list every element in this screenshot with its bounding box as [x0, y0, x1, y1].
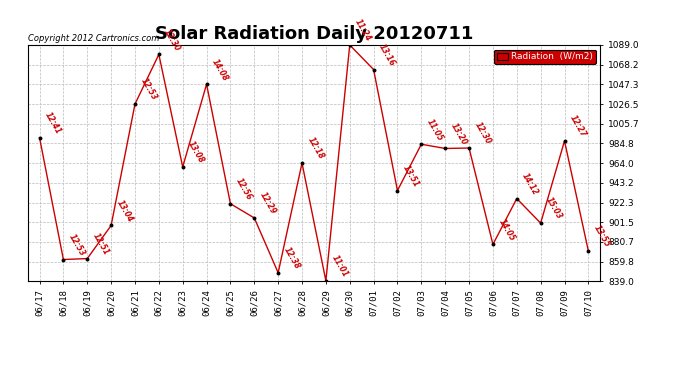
Text: Copyright 2012 Cartronics.com: Copyright 2012 Cartronics.com: [28, 34, 159, 43]
Title: Solar Radiation Daily 20120711: Solar Radiation Daily 20120711: [155, 26, 473, 44]
Text: 11:24: 11:24: [353, 18, 373, 43]
Text: 14:08: 14:08: [210, 57, 230, 82]
Text: 11:05: 11:05: [425, 117, 444, 142]
Text: 13:04: 13:04: [115, 198, 135, 223]
Text: 12:29: 12:29: [258, 191, 277, 216]
Text: 13:51: 13:51: [401, 164, 421, 189]
Point: [392, 188, 403, 194]
Text: 12:56: 12:56: [234, 177, 254, 202]
Point: [130, 101, 141, 107]
Point: [153, 51, 164, 57]
Point: [297, 160, 308, 166]
Text: 11:01: 11:01: [329, 254, 349, 279]
Text: 13:20: 13:20: [448, 121, 469, 147]
Text: 14:05: 14:05: [497, 217, 516, 243]
Text: 13:08: 13:08: [186, 140, 206, 165]
Point: [273, 270, 284, 276]
Point: [559, 138, 570, 144]
Point: [177, 164, 188, 170]
Text: 12:41: 12:41: [43, 110, 63, 136]
Legend: Radiation  (W/m2): Radiation (W/m2): [494, 50, 595, 64]
Text: 15:03: 15:03: [544, 196, 564, 221]
Point: [583, 248, 594, 254]
Point: [464, 145, 475, 151]
Text: 14:12: 14:12: [520, 171, 540, 196]
Text: 12:27: 12:27: [568, 114, 588, 139]
Point: [106, 222, 117, 228]
Point: [81, 256, 92, 262]
Text: 12:30: 12:30: [162, 27, 182, 53]
Point: [249, 215, 260, 221]
Point: [34, 135, 45, 141]
Point: [225, 201, 236, 207]
Text: 12:38: 12:38: [282, 246, 302, 271]
Point: [535, 220, 546, 226]
Text: 12:18: 12:18: [306, 136, 326, 161]
Point: [440, 146, 451, 152]
Text: 12:53: 12:53: [139, 77, 158, 102]
Text: 12:30: 12:30: [473, 121, 493, 146]
Point: [58, 256, 69, 262]
Text: 13:55: 13:55: [592, 224, 612, 249]
Point: [511, 196, 522, 202]
Text: 12:51: 12:51: [91, 231, 110, 256]
Text: 13:16: 13:16: [377, 42, 397, 68]
Point: [368, 67, 379, 73]
Point: [201, 81, 212, 87]
Text: 12:53: 12:53: [67, 232, 87, 258]
Point: [487, 242, 498, 248]
Point: [320, 278, 331, 284]
Point: [416, 141, 427, 147]
Point: [344, 42, 355, 48]
